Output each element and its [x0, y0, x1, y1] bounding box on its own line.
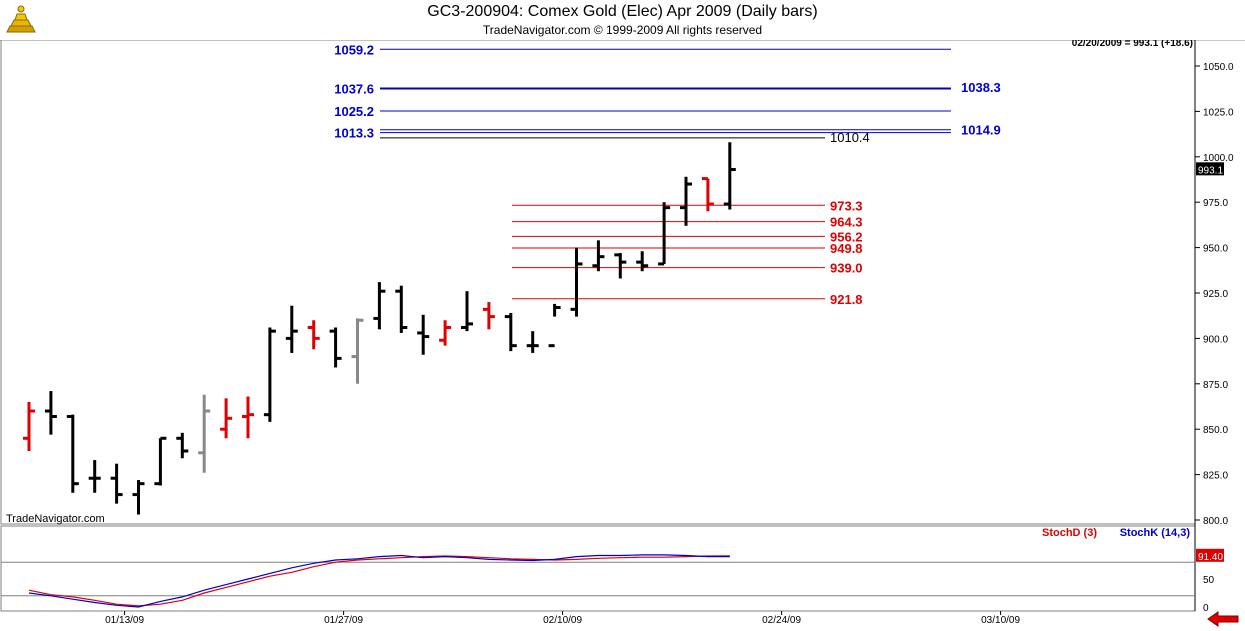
stoch-tick-label: 50	[1203, 575, 1215, 586]
ohlc-bar	[263, 327, 276, 422]
ohlc-bar	[329, 327, 342, 368]
price-tick-label: 1025.0	[1203, 107, 1234, 118]
date-tick-label: 02/10/09	[543, 615, 582, 626]
date-tick-label: 02/24/09	[762, 615, 801, 626]
gold-bars-icon	[6, 5, 36, 33]
price-tick-label: 850.0	[1203, 425, 1228, 436]
ohlc-bar	[88, 460, 101, 493]
ohlc-bar	[285, 305, 298, 353]
ohlc-bar	[220, 398, 233, 439]
ohlc-bar	[636, 251, 649, 272]
black-level-label: 1010.4	[830, 130, 870, 145]
ohlc-bar	[482, 302, 495, 330]
ohlc-bar	[307, 320, 320, 350]
ohlc-bar	[723, 142, 736, 210]
chart-title: GC3-200904: Comex Gold (Elec) Apr 2009 (…	[427, 3, 818, 20]
ohlc-bar	[132, 480, 145, 515]
red-level-label: 939.0	[830, 261, 863, 276]
price-tick-label: 875.0	[1203, 380, 1228, 391]
price-tick-label: 975.0	[1203, 198, 1228, 209]
chart-header: GC3-200904: Comex Gold (Elec) Apr 2009 (…	[0, 0, 1245, 41]
ohlc-bar	[658, 202, 671, 266]
stochastic-panel	[0, 525, 1196, 612]
ohlc-bar	[439, 320, 452, 346]
red-level-label: 949.8	[830, 241, 863, 256]
copyright-text: TradeNavigator.com © 1999-2009 All right…	[482, 23, 763, 37]
stoch-tick-label: 0	[1203, 603, 1209, 614]
price-tick-label: 1050.0	[1203, 62, 1234, 73]
stoch-value-box	[1196, 548, 1224, 562]
ohlc-bar	[66, 414, 79, 493]
blue-level-label: 1014.9	[961, 123, 1001, 138]
ohlc-bar	[154, 436, 167, 486]
blue-level-label: 1025.2	[334, 104, 374, 119]
red-level-label: 956.2	[830, 229, 863, 244]
price-panel	[0, 40, 1196, 525]
ohlc-bar	[461, 291, 473, 332]
ohlc-bar	[198, 394, 211, 473]
price-tick-label: 1000.0	[1203, 153, 1234, 164]
price-tick-label: 825.0	[1203, 471, 1228, 482]
stochk-line	[28, 554, 730, 608]
ohlc-bar	[570, 247, 583, 317]
date-tick-label: 01/27/09	[324, 615, 363, 626]
red-level-label: 921.8	[830, 292, 863, 307]
last-price-label: 993.1	[1198, 165, 1223, 176]
price-tick-label: 800.0	[1203, 516, 1228, 527]
stochd-legend: StochD (3)	[1042, 527, 1097, 539]
price-chart[interactable]: 1059.2 1037.6 1038.3 1025.2 1014.9 1013.3 1010…	[0, 40, 1245, 631]
price-tick-label: 950.0	[1203, 244, 1228, 255]
scroll-left-arrow-icon[interactable]	[1207, 611, 1239, 627]
ohlc-bar	[680, 176, 692, 226]
watermark-text: TradeNavigator.com	[6, 513, 105, 525]
ohlc-bar	[373, 282, 386, 330]
price-tick-label: 900.0	[1203, 334, 1228, 345]
ohlc-bar	[504, 312, 517, 352]
ohlc-bar	[110, 463, 123, 504]
ohlc-bar	[23, 401, 35, 451]
ohlc-bar	[176, 432, 189, 459]
stoch-value-label: 91.40	[1198, 552, 1223, 563]
blue-level-label: 1013.3	[334, 126, 374, 141]
status-text: 02/20/2009 = 993.1 (+18.6)	[1072, 40, 1193, 49]
red-level-label: 973.3	[830, 198, 863, 213]
ohlc-bar	[526, 331, 539, 353]
ohlc-bar	[701, 177, 714, 212]
blue-level-label: 1059.2	[334, 42, 374, 57]
last-price-box	[1196, 162, 1224, 176]
ohlc-bar	[592, 240, 605, 272]
ohlc-bar	[242, 396, 254, 439]
ohlc-bar	[417, 314, 430, 355]
ohlc-bar	[548, 303, 561, 348]
date-tick-label: 03/10/09	[981, 615, 1020, 626]
ohlc-bar	[44, 391, 57, 435]
stochk-legend: StochK (14,3)	[1120, 527, 1191, 539]
red-level-label: 964.3	[830, 215, 863, 230]
date-tick-label: 01/13/09	[105, 615, 144, 626]
ohlc-bar	[614, 253, 627, 279]
ohlc-bar	[395, 285, 408, 333]
price-tick-label: 925.0	[1203, 289, 1228, 300]
ohlc-bar	[351, 318, 364, 384]
blue-level-label: 1038.3	[961, 80, 1001, 95]
blue-level-label: 1037.6	[334, 82, 374, 97]
